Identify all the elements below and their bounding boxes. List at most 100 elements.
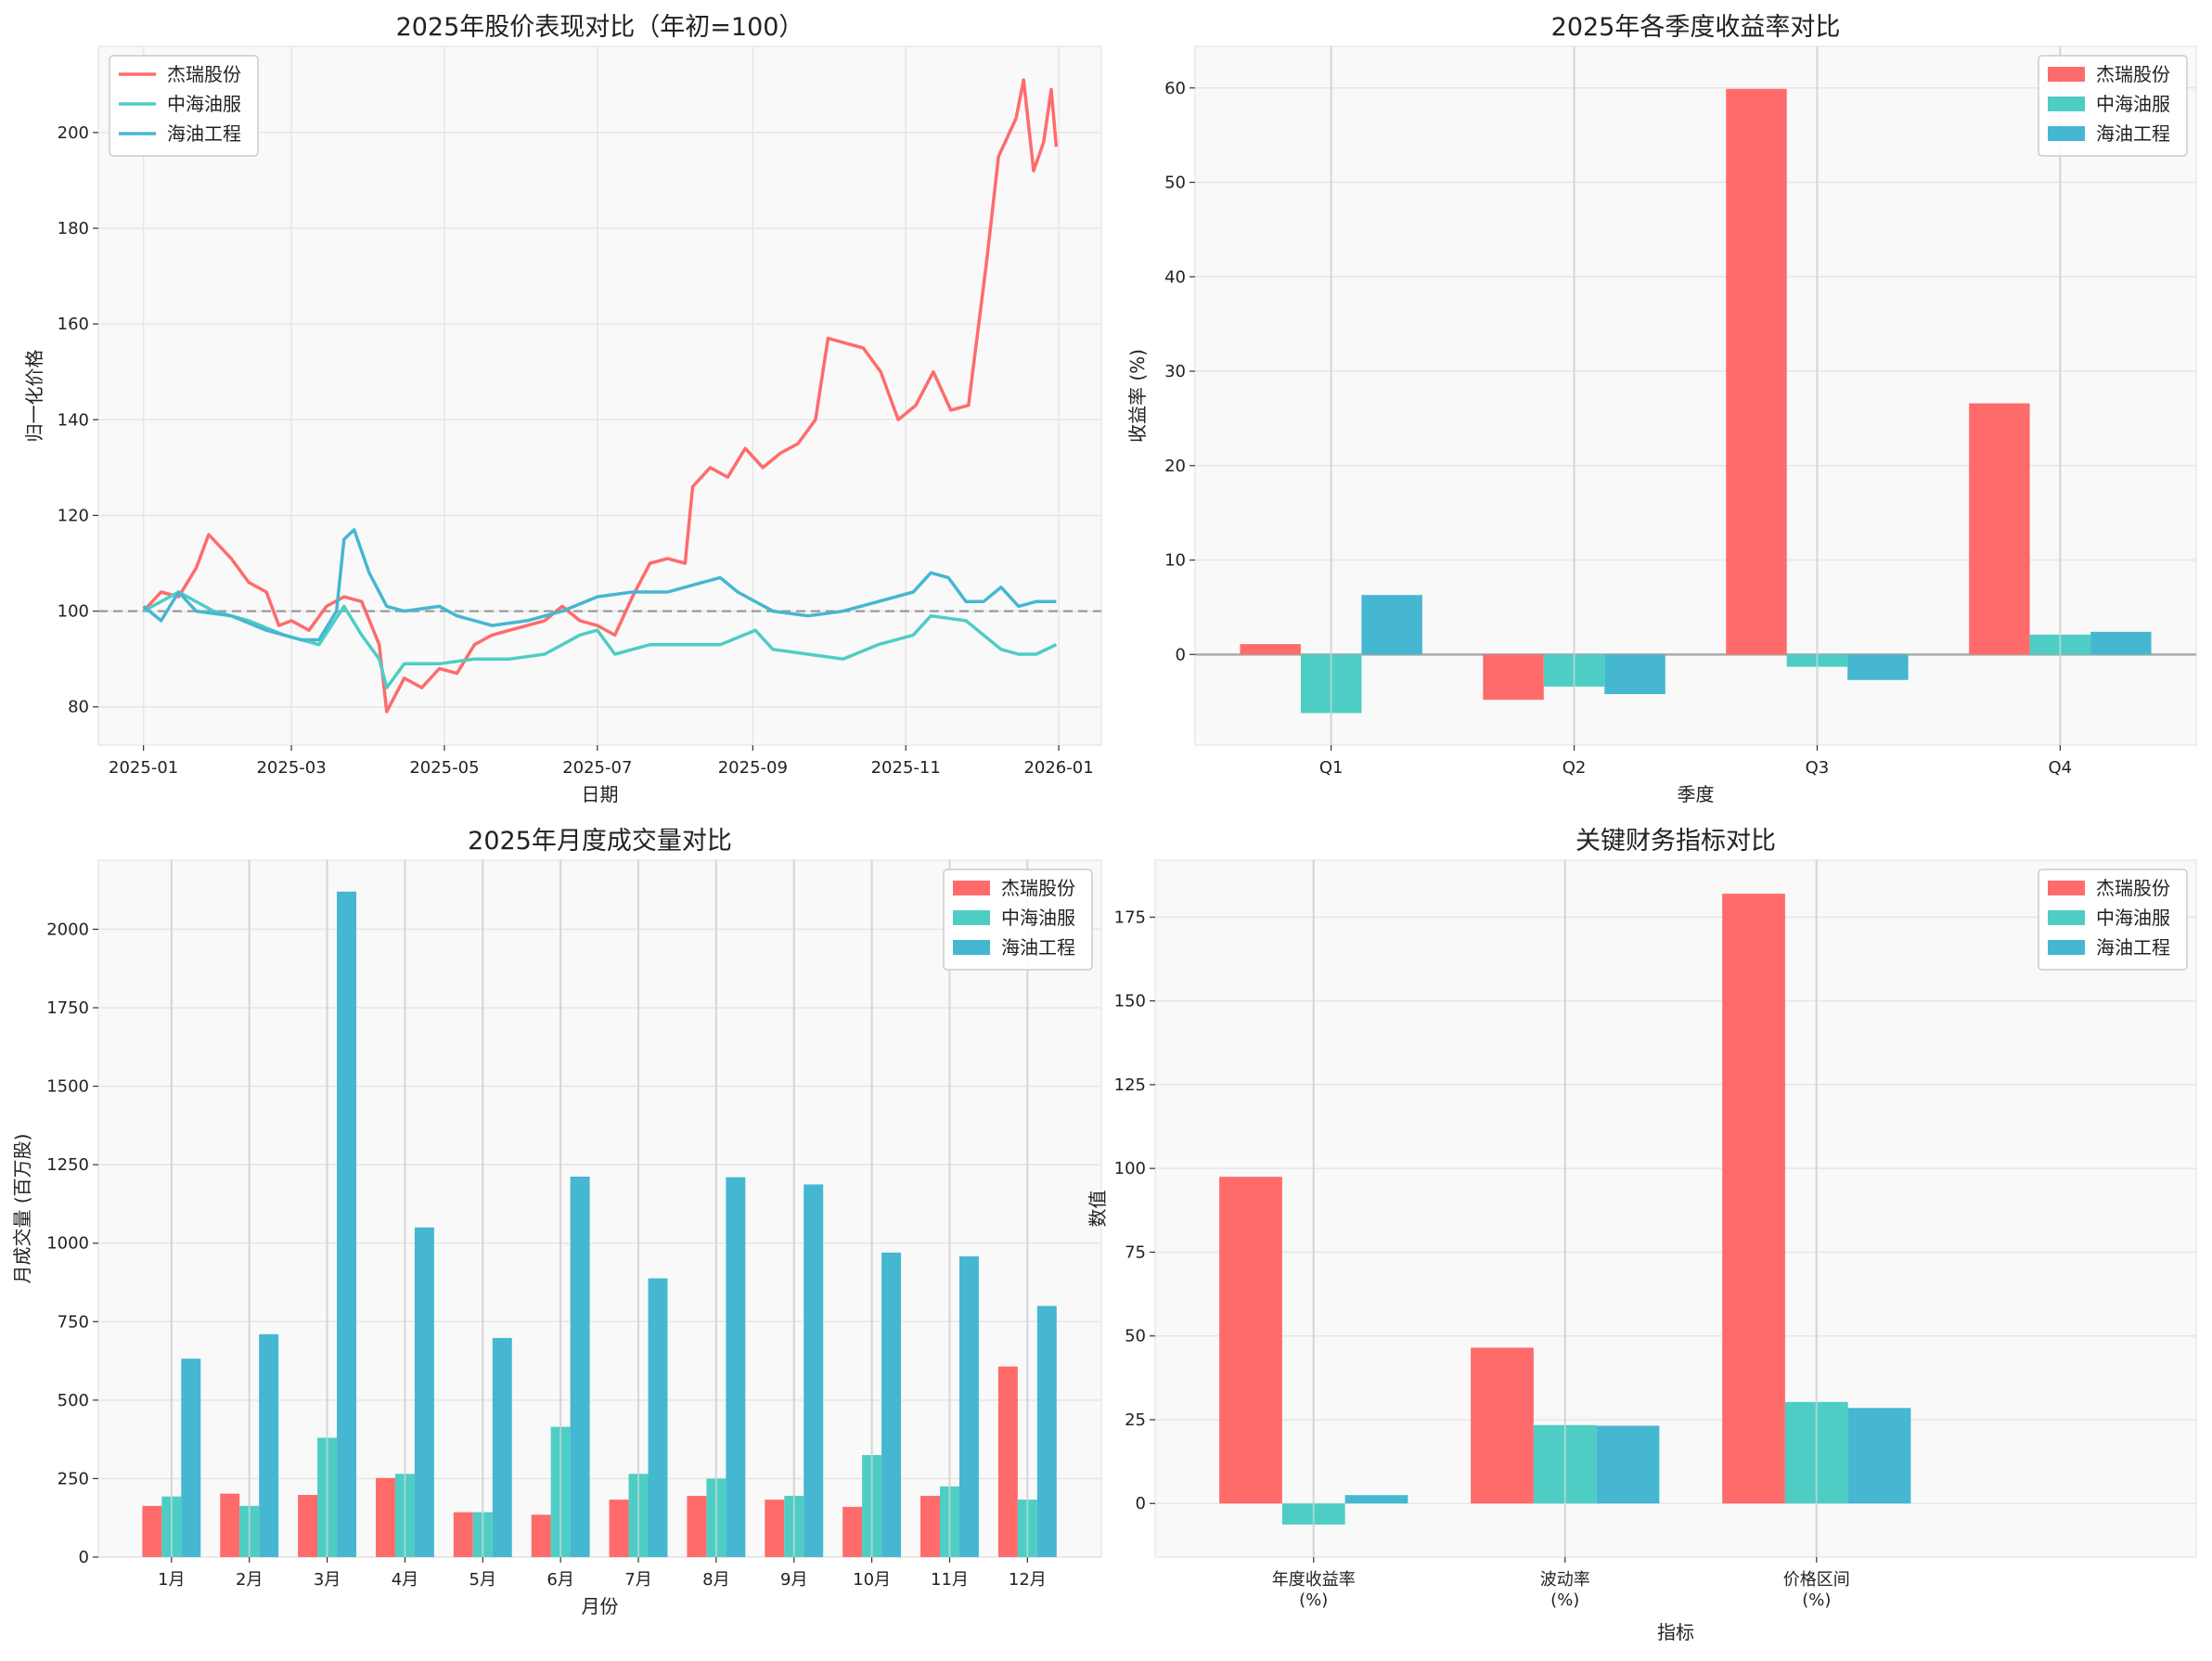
x-tick-label: 9月: [780, 1570, 807, 1590]
legend-swatch: [953, 940, 990, 955]
bar: [531, 1514, 551, 1557]
y-tick-label: 250: [58, 1469, 89, 1488]
bar: [492, 1337, 512, 1557]
bar: [453, 1512, 473, 1557]
y-tick-label: 1250: [46, 1155, 89, 1175]
bar: [1722, 894, 1785, 1504]
y-tick-label: 160: [58, 315, 89, 334]
bar: [1847, 1408, 1911, 1504]
legend-swatch: [953, 910, 990, 925]
bar: [2090, 631, 2152, 655]
legend-label: 杰瑞股份: [167, 63, 241, 85]
bar: [1036, 1306, 1057, 1557]
bar: [220, 1493, 240, 1557]
y-tick-label: 80: [68, 698, 89, 717]
subplot-1: 80 100 120 140 160 180 200 2025-01 2025-03 2025-0…: [23, 13, 1102, 805]
x-tick-label-line: 价格区间: [1783, 1570, 1850, 1590]
bar: [414, 1227, 434, 1557]
y-tick-label: 1000: [46, 1234, 89, 1254]
bar: [609, 1500, 629, 1557]
bar: [997, 1366, 1018, 1557]
x-tick-label: Q1: [1319, 758, 1344, 778]
y-tick-label: 180: [58, 219, 89, 238]
bar: [1726, 88, 1787, 655]
x-tick-label-line: 4月: [392, 1570, 418, 1590]
y-tick-label: 0: [1176, 645, 1186, 664]
y-tick-label: 0: [1136, 1494, 1146, 1513]
bar: [648, 1278, 668, 1557]
y-tick-label: 10: [1164, 551, 1186, 571]
x-tick-label: 8月: [702, 1570, 729, 1590]
y-tick-label: 1750: [46, 998, 89, 1018]
legend-label: 海油工程: [2096, 936, 2170, 959]
legend-swatch: [2048, 910, 2085, 925]
bar: [1483, 654, 1544, 701]
x-tick-label: 2025-09: [718, 758, 788, 778]
subplot-3: 0 250 500 750 1000 1250 1500 1750 2000 1月 2月 3月 4月 5月…: [11, 827, 1102, 1617]
bar: [570, 1176, 590, 1557]
y-tick-label: 125: [1114, 1075, 1146, 1095]
x-axis-label: 指标: [1657, 1621, 1694, 1643]
x-tick-label-line: 1月: [158, 1570, 185, 1590]
y-axis-label: 月成交量 (百万股): [11, 1134, 33, 1284]
bar: [1604, 654, 1665, 695]
x-tick-label: 波动率(%): [1540, 1570, 1590, 1610]
legend-label: 杰瑞股份: [2096, 63, 2170, 85]
x-tick-label: 年度收益率(%): [1272, 1570, 1356, 1610]
x-tick-label: 7月: [624, 1570, 651, 1590]
x-tick-label-line: (%): [1550, 1590, 1579, 1610]
legend-label: 海油工程: [1001, 936, 1075, 959]
x-tick-label: 2025-03: [256, 758, 326, 778]
plot-area: [1154, 859, 2197, 1558]
x-tick-label: Q4: [2049, 758, 2073, 778]
x-tick-label-line: 2月: [236, 1570, 263, 1590]
y-tick-label: 200: [58, 123, 89, 143]
x-tick-label-line: Q4: [2049, 758, 2073, 778]
x-tick-label-line: (%): [1299, 1590, 1328, 1610]
legend-label: 杰瑞股份: [1001, 877, 1075, 899]
x-tick-label-line: Q2: [1563, 758, 1587, 778]
x-axis-label: 月份: [582, 1595, 619, 1617]
x-tick-label-line: 6月: [547, 1570, 573, 1590]
bar: [259, 1333, 279, 1557]
y-tick-label: 750: [58, 1312, 89, 1332]
bar: [1240, 644, 1301, 655]
x-tick-label: 2025-11: [871, 758, 941, 778]
bar: [765, 1500, 785, 1557]
y-tick-label: 100: [1114, 1159, 1146, 1178]
x-tick-label: 12月: [1009, 1570, 1047, 1590]
x-tick-label: 5月: [469, 1570, 496, 1590]
y-axis-label: 收益率 (%): [1126, 349, 1149, 443]
legend-swatch: [2048, 881, 2085, 895]
bar: [881, 1252, 902, 1557]
y-tick-label: 25: [1125, 1410, 1146, 1430]
legend-label: 中海油服: [2096, 93, 2170, 115]
y-tick-label: 50: [1164, 174, 1186, 193]
x-axis-label: 日期: [582, 783, 619, 805]
x-tick-label-line: 年度收益率: [1272, 1570, 1356, 1590]
y-tick-label: 150: [1114, 992, 1146, 1011]
x-tick-label-line: 5月: [469, 1570, 496, 1590]
bar: [1969, 403, 2030, 655]
x-tick-label-line: Q1: [1319, 758, 1344, 778]
x-tick-label: 10月: [853, 1570, 891, 1590]
legend-label: 杰瑞股份: [2096, 877, 2170, 899]
x-tick-label: 11月: [931, 1570, 969, 1590]
bar: [687, 1496, 707, 1557]
bar: [1847, 654, 1909, 680]
series-line-1: [142, 78, 1059, 714]
bar: [1361, 595, 1422, 655]
bar: [337, 891, 357, 1557]
legend-swatch: [953, 881, 990, 895]
bar: [298, 1495, 318, 1557]
x-tick-label-line: 3月: [314, 1570, 341, 1590]
y-tick-label: 50: [1125, 1327, 1146, 1346]
x-tick-label-line: 11月: [931, 1570, 969, 1590]
y-tick-label: 120: [58, 506, 89, 525]
y-tick-label: 100: [58, 602, 89, 622]
legend-label: 中海油服: [1001, 907, 1075, 929]
y-axis-label: 归一化价格: [23, 350, 45, 443]
